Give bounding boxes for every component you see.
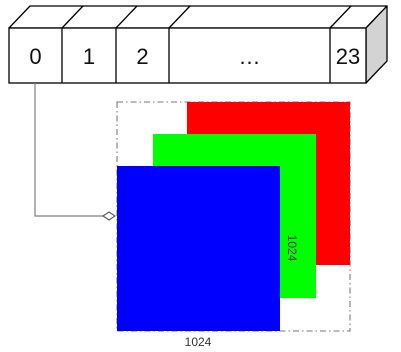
blue-channel (117, 166, 280, 331)
array-cell-ellipsis: … (239, 44, 261, 69)
array-cell-1: 1 (83, 44, 95, 69)
array-cell-2: 2 (136, 44, 148, 69)
image-array: 0 1 2 … 23 (8, 5, 388, 84)
diamond-connector-icon (102, 211, 116, 221)
height-label: 1024 (285, 235, 299, 262)
connector-line (34, 83, 105, 217)
array-front-face (8, 27, 367, 84)
width-label: 1024 (185, 335, 212, 349)
cell-to-image-connector (34, 83, 116, 221)
cell-dividers (61, 5, 352, 83)
array-cell-23: 23 (336, 44, 360, 69)
array-cell-0: 0 (29, 44, 41, 69)
